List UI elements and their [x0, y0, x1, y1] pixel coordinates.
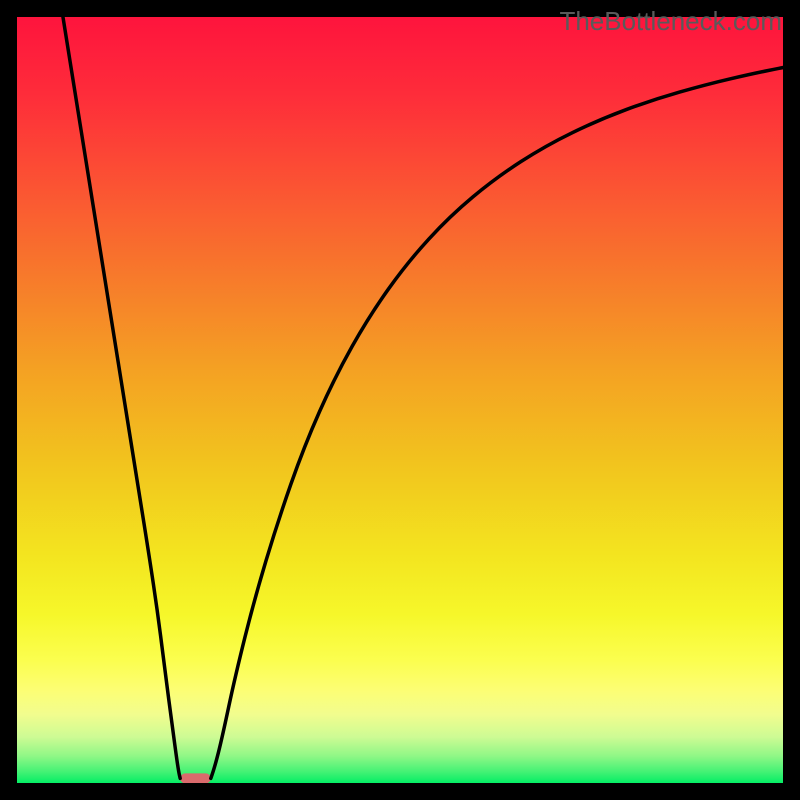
- chart-container: TheBottleneck.com: [0, 0, 800, 800]
- bottleneck-chart: [0, 0, 800, 800]
- valley-marker: [180, 773, 211, 783]
- plot-background-gradient: [17, 17, 783, 783]
